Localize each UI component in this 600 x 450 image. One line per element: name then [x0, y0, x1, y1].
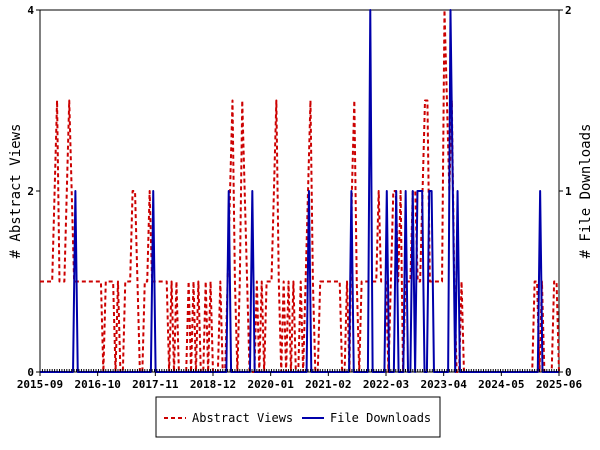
series-layer [40, 9, 560, 373]
x-tick-label: 2021-02 [305, 378, 351, 391]
series-line-file-downloads [40, 9, 559, 373]
y-right-tick-label: 2 [565, 4, 572, 17]
y-left-tick-label: 2 [27, 185, 34, 198]
legend-label-abstract-views: Abstract Views [192, 411, 293, 425]
legend-label-file-downloads: File Downloads [330, 411, 431, 425]
y-left-tick-label: 0 [27, 366, 34, 379]
x-tick-label: 2025-06 [536, 378, 583, 391]
plot-area [39, 9, 560, 373]
x-tick-label: 2022-03 [363, 378, 409, 391]
y-right-tick-label: 1 [565, 185, 572, 198]
x-tick-label: 2023-04 [420, 378, 467, 391]
legend-box [155, 396, 441, 438]
x-tick-label: 2015-09 [17, 378, 63, 391]
x-tick-label: 2016-10 [74, 378, 120, 391]
y-left-tick-label: 4 [27, 4, 34, 17]
x-tick-label: 2020-01 [247, 378, 294, 391]
y-right-tick-label: 0 [565, 366, 572, 379]
y-right-axis-title: # File Downloads [578, 124, 594, 259]
x-tick-label: 2017-11 [132, 378, 179, 391]
axis-layer: 2015-09 2016-10 2017-11 2018-12 2020-01 2021-… [17, 4, 583, 391]
x-tick-label: 2024-05 [478, 378, 524, 391]
legend: Abstract Views File Downloads [155, 396, 441, 438]
y-left-axis-title: # Abstract Views [8, 124, 24, 259]
x-tick-label: 2018-12 [190, 378, 236, 391]
